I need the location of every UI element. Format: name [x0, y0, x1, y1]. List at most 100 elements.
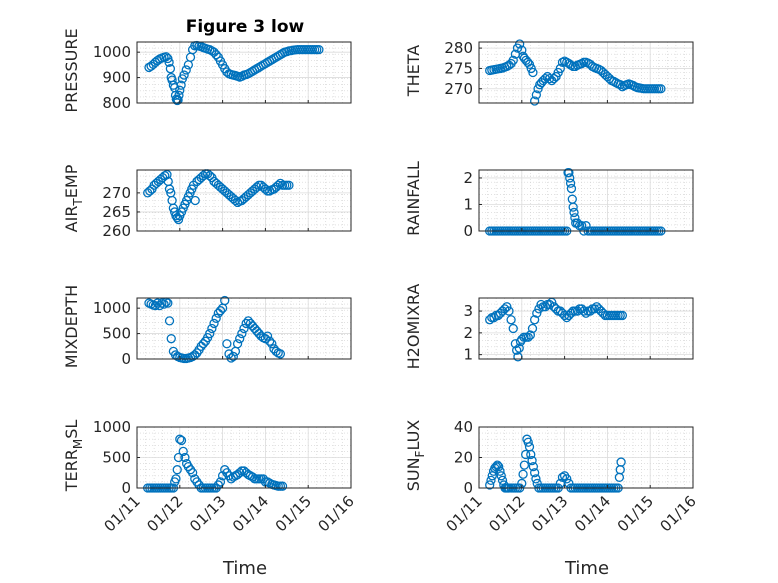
data-point [265, 336, 275, 346]
data-point [531, 474, 541, 484]
data-point [517, 334, 527, 345]
data-point [262, 331, 273, 341]
data-point [232, 339, 243, 349]
data-point [528, 67, 538, 78]
data-point [628, 80, 638, 91]
axes-frame [478, 169, 694, 232]
data-point [525, 330, 536, 340]
data-point [526, 449, 536, 460]
data-point [174, 90, 184, 101]
data-point [252, 182, 262, 192]
data-point [173, 95, 183, 105]
data-point [611, 78, 621, 88]
data-point [176, 435, 187, 446]
data-point [211, 313, 221, 323]
y-axis-label: THETA [404, 45, 423, 97]
data-point [589, 304, 600, 314]
data-point [211, 50, 221, 60]
data-point [585, 306, 595, 316]
subplot-2: 270 275 280 THETA [404, 39, 694, 106]
y-axis-label: H2OMIXRA [404, 284, 423, 370]
figure-title: Figure 3 low [186, 17, 305, 37]
x-axis-label-right: Time [564, 558, 609, 579]
y-tick-label: 1 [463, 195, 473, 213]
x-tick-label: 01/13 [528, 492, 571, 535]
x-tick-label: 01/11 [101, 492, 144, 535]
data-point [523, 332, 533, 342]
data-point [495, 466, 505, 476]
data-point [549, 73, 559, 84]
y-tick-label: 275 [444, 59, 473, 77]
data-point [181, 65, 191, 75]
data-point [523, 437, 533, 447]
data-point [166, 334, 176, 344]
data-point [524, 59, 535, 70]
data-point [517, 45, 527, 55]
data-point [164, 316, 175, 326]
x-tick-label: 01/12 [143, 492, 186, 535]
y-tick-label: 3 [463, 302, 473, 320]
data-point [277, 48, 288, 59]
data-point [506, 315, 516, 325]
x-tick-label: 01/14 [229, 492, 272, 535]
data-point [220, 295, 230, 306]
data-point [557, 472, 568, 482]
x-tick-label: 01/15 [614, 492, 657, 535]
data-point [502, 302, 512, 312]
data-point [526, 63, 536, 74]
data-point [163, 53, 173, 64]
axes-frame [136, 169, 352, 232]
data-point [241, 318, 251, 329]
data-point [565, 178, 576, 188]
data-point [529, 468, 540, 478]
data-point [265, 478, 275, 488]
data-point [164, 57, 174, 67]
data-point [528, 461, 539, 472]
axes-frame [136, 41, 352, 104]
data-point [656, 84, 666, 94]
y-tick-label: 900 [102, 69, 131, 87]
data-point [562, 474, 572, 484]
data-point [496, 471, 506, 481]
y-axis-label: TERRMSL [62, 420, 85, 493]
data-point [518, 469, 528, 479]
y-axis-label: RAINFALL [404, 161, 423, 236]
data-point [500, 304, 510, 314]
data-point [485, 315, 495, 325]
data-point [171, 474, 181, 484]
x-tick-label: 01/14 [571, 492, 614, 535]
data-point [570, 213, 580, 223]
data-point [492, 460, 503, 470]
data-point [485, 480, 495, 490]
data-point [494, 461, 504, 472]
data-point [551, 304, 561, 314]
data-point [275, 349, 286, 359]
y-tick-label: 500 [102, 325, 131, 343]
data-point [215, 306, 226, 316]
x-tick-label: 01/16 [657, 492, 700, 535]
data-point [527, 455, 537, 466]
y-axis-label: PRESSURE [62, 28, 81, 112]
data-point [514, 343, 524, 353]
y-axis-label: MIXDEPTH [62, 285, 81, 368]
data-point [162, 169, 172, 180]
data-point [150, 300, 161, 311]
data-point [180, 452, 190, 463]
data-point [531, 90, 542, 100]
data-point [228, 351, 238, 362]
data-point [534, 304, 544, 314]
data-point [165, 64, 176, 74]
data-point [175, 85, 185, 95]
data-point [163, 298, 173, 308]
data-point [277, 481, 288, 491]
data-point [152, 298, 163, 308]
data-point [529, 96, 540, 106]
x-axis-label-left: Time [222, 558, 267, 579]
subplot-8: 0 20 40 01/11 01/12 01/13 01/14 01/15 01/16 SUNFL… [404, 418, 700, 535]
x-tick-label: 01/11 [443, 492, 486, 535]
y-tick-label: 0 [121, 479, 131, 497]
y-tick-label: 270 [102, 184, 131, 202]
data-point [237, 71, 247, 81]
